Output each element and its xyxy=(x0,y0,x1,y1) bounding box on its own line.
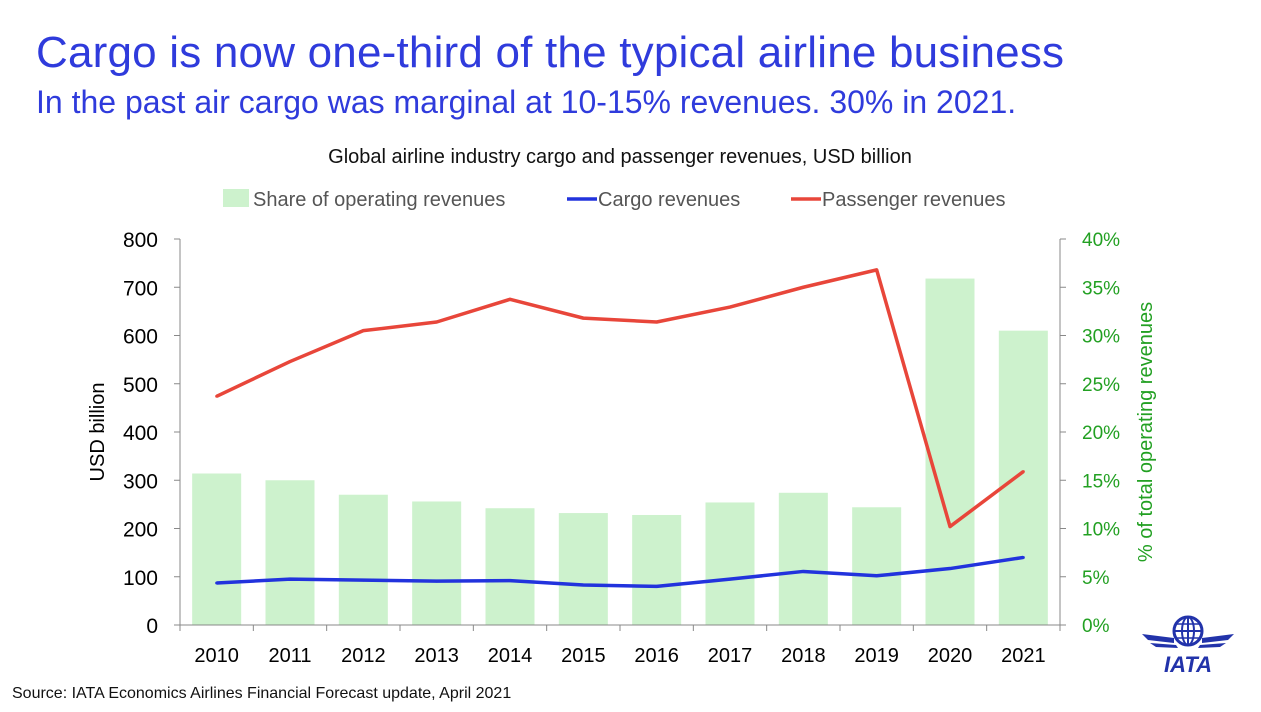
share-bar xyxy=(485,508,535,625)
share-bar xyxy=(338,494,388,625)
x-tick-label: 2016 xyxy=(634,645,679,667)
share-bar xyxy=(925,278,975,625)
cargo-revenues-point xyxy=(948,567,952,571)
legend-label-share: Share of operating revenues xyxy=(253,189,505,211)
cargo-revenues-point xyxy=(215,581,219,585)
x-tick-label: 2010 xyxy=(194,645,239,667)
cargo-revenues-point xyxy=(581,583,585,587)
cargo-revenues-point xyxy=(875,574,879,578)
passenger-revenues-point xyxy=(435,320,439,324)
x-tick-label: 2019 xyxy=(854,645,899,667)
left-tick-label: 300 xyxy=(123,470,158,493)
share-bar xyxy=(852,507,902,625)
x-tick-label: 2020 xyxy=(928,645,973,667)
right-tick-label: 40% xyxy=(1082,230,1120,251)
cargo-revenues-line xyxy=(216,555,1024,589)
share-bar xyxy=(998,330,1048,625)
share-bar xyxy=(632,514,682,625)
passenger-revenues-point xyxy=(508,297,512,301)
passenger-revenues-point xyxy=(581,316,585,320)
right-tick-label: 25% xyxy=(1082,375,1120,396)
cargo-revenues-point xyxy=(1021,555,1025,559)
x-tick-label: 2021 xyxy=(1001,645,1046,667)
x-tick-label: 2011 xyxy=(268,645,311,667)
passenger-revenues-point xyxy=(655,320,659,324)
passenger-revenues-point xyxy=(948,525,952,529)
legend-swatch-share xyxy=(223,189,249,207)
x-tick-label: 2018 xyxy=(781,645,826,667)
right-tick-label: 0% xyxy=(1082,616,1110,637)
cargo-revenues-point xyxy=(801,569,805,573)
source-note: Source: IATA Economics Airlines Financia… xyxy=(12,685,512,702)
chart-title: Global airline industry cargo and passen… xyxy=(328,146,912,168)
headline: Cargo is now one-third of the typical ai… xyxy=(36,28,1065,77)
right-axis-title: % of total operating revenues xyxy=(1135,302,1157,562)
left-tick-label: 400 xyxy=(123,422,158,445)
cargo-revenues-point xyxy=(435,579,439,583)
left-axis-title: USD billion xyxy=(87,383,109,482)
x-tick-label: 2015 xyxy=(561,645,606,667)
iata-logo: IATA xyxy=(1142,615,1234,676)
share-bar xyxy=(192,473,242,625)
right-tick-label: 35% xyxy=(1082,278,1120,299)
left-tick-label: 0 xyxy=(146,615,158,638)
passenger-revenues-point xyxy=(801,285,805,289)
left-tick-label: 200 xyxy=(123,519,158,542)
right-tick-label: 20% xyxy=(1082,423,1120,444)
subheadline: In the past air cargo was marginal at 10… xyxy=(36,84,1017,120)
share-bar xyxy=(778,492,828,625)
passenger-revenues-point xyxy=(215,394,219,398)
right-tick-label: 30% xyxy=(1082,327,1120,348)
x-tick-label: 2014 xyxy=(488,645,533,667)
left-tick-label: 100 xyxy=(123,567,158,590)
passenger-revenues-point xyxy=(728,305,732,309)
share-bar xyxy=(558,513,608,625)
legend-label-passenger: Passenger revenues xyxy=(822,189,1005,211)
passenger-revenues-point xyxy=(288,360,292,364)
passenger-revenues-point xyxy=(361,329,365,333)
x-tick-label: 2012 xyxy=(341,645,386,667)
right-tick-label: 10% xyxy=(1082,520,1120,541)
cargo-revenues-point xyxy=(655,584,659,588)
left-tick-label: 500 xyxy=(123,374,158,397)
cargo-revenues-point xyxy=(361,578,365,582)
share-bar xyxy=(265,480,315,625)
x-tick-label: 2013 xyxy=(414,645,459,667)
share-bar xyxy=(412,501,462,625)
x-tick-label: 2017 xyxy=(708,645,753,667)
right-tick-label: 5% xyxy=(1082,568,1110,589)
cargo-revenues-point xyxy=(728,577,732,581)
cargo-revenues-point xyxy=(288,577,292,581)
right-tick-label: 15% xyxy=(1082,471,1120,492)
left-tick-label: 800 xyxy=(123,229,158,252)
left-tick-label: 700 xyxy=(123,277,158,300)
legend-label-cargo: Cargo revenues xyxy=(598,189,740,211)
passenger-revenues-line xyxy=(215,268,1025,529)
left-tick-label: 600 xyxy=(123,326,158,349)
passenger-revenues-point xyxy=(875,268,879,272)
logo-wordmark: IATA xyxy=(1164,652,1212,676)
passenger-revenues-point xyxy=(1021,470,1025,474)
cargo-revenues-point xyxy=(508,579,512,583)
share-bar xyxy=(705,502,755,625)
